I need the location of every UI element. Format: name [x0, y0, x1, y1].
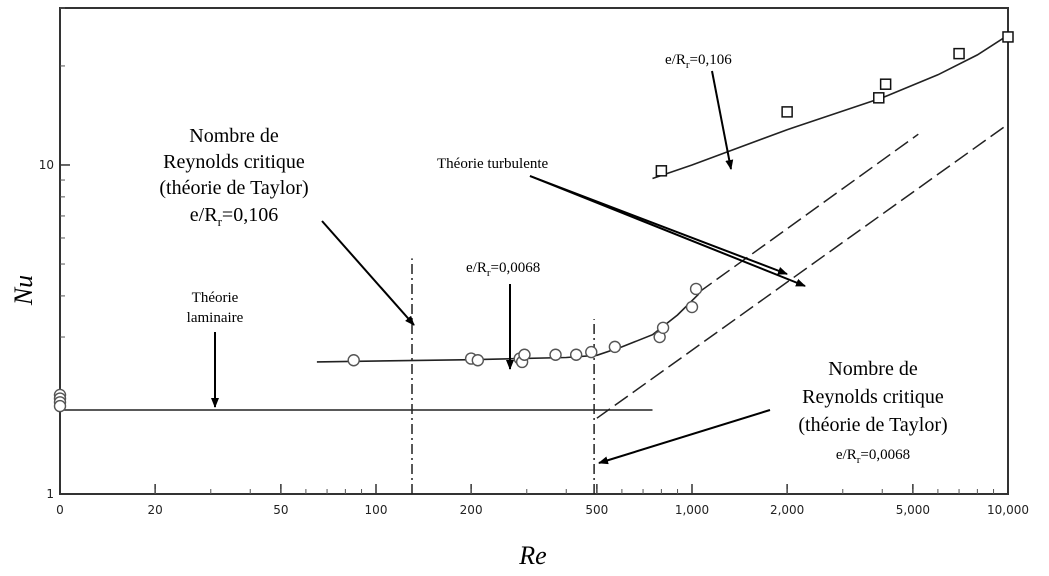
data-point-circle [685, 300, 699, 314]
x-tick-label: 200 [460, 503, 483, 517]
data-point-circle [53, 399, 67, 413]
data-point-circle [549, 348, 562, 361]
critique-top-line-1: Nombre de [189, 125, 279, 147]
data-point-circle [585, 345, 598, 359]
data-point-circle [347, 354, 360, 367]
x-tick-label: 5,000 [896, 503, 930, 517]
arrow-critique-bottom [598, 409, 771, 465]
x-axis-title: Re [518, 541, 546, 570]
data-point-circle [608, 340, 622, 354]
ratio-label-top-right: e/Rr=0,106 [665, 52, 732, 71]
data-point-circle [569, 348, 583, 361]
critique-bottom-line-1: Nombre de [828, 358, 918, 380]
curve-turbulente-1 [698, 133, 919, 294]
y-axis-title: Nu [9, 275, 38, 306]
critique-bottom-line-3: (théorie de Taylor) [798, 414, 947, 436]
ratio-prefix: e/R [466, 260, 487, 276]
ratio-prefix: e/R [836, 447, 857, 463]
curve-fit-e-0.0068 [316, 293, 700, 363]
plot-frame [59, 7, 1009, 495]
x-tick-label: 2,000 [770, 503, 804, 517]
ratio-value: =0,106 [690, 52, 733, 68]
ratio-subscript: r [686, 59, 690, 71]
ratio-subscript: r [857, 454, 861, 466]
ratio-subscript: r [218, 214, 223, 229]
critique-top-ratio: e/Rr=0,106 [190, 204, 278, 229]
tick-layer: 0 20 50 100 200 500 1,000 2,000 5,000 10,000 1 10 [39, 7, 1029, 517]
critique-bottom-ratio: e/Rr=0,0068 [836, 447, 910, 466]
y-tick-label: 10 [39, 158, 54, 172]
data-point-square [879, 78, 892, 90]
data-point-square [1002, 31, 1014, 43]
laminaire-label-line-2: laminaire [187, 310, 244, 326]
ratio-subscript: r [487, 267, 491, 279]
arrow-ratio-top-right [711, 70, 734, 170]
data-point-square [655, 165, 668, 177]
x-tick-label: 10,000 [987, 503, 1029, 517]
laminaire-label-line-1: Théorie [192, 290, 239, 306]
ratio-label-mid: e/Rr=0,0068 [466, 260, 540, 279]
x-tick-label: 0 [56, 503, 64, 517]
ratio-value: =0,106 [222, 204, 278, 226]
data-point-square [953, 47, 965, 60]
data-point-square [873, 92, 885, 104]
x-tick-label: 100 [365, 503, 388, 517]
arrow-critique-top [321, 220, 415, 326]
x-tick-label: 20 [147, 503, 162, 517]
data-point-circle [689, 282, 703, 296]
critique-bottom-line-2: Reynolds critique [802, 386, 944, 408]
point-layer [53, 31, 1014, 413]
ratio-prefix: e/R [190, 204, 218, 226]
data-point-square [781, 106, 793, 118]
ratio-prefix: e/R [665, 52, 686, 68]
curve-turbulente-2 [596, 123, 1009, 419]
x-tick-label: 1,000 [675, 503, 709, 517]
x-tick-label: 50 [273, 503, 288, 517]
ratio-value: =0,0068 [491, 260, 541, 276]
ratio-value: =0,0068 [860, 447, 910, 463]
arrow-turbulente-2 [529, 175, 806, 287]
critique-top-line-2: Reynolds critique [163, 151, 305, 173]
y-tick-label: 1 [46, 487, 54, 501]
turbulente-label: Théorie turbulente [437, 156, 549, 172]
x-tick-label: 500 [585, 503, 608, 517]
data-point-circle [518, 348, 531, 361]
data-point-circle [656, 321, 670, 334]
critique-top-line-3: (théorie de Taylor) [159, 177, 308, 199]
data-point-circle [471, 354, 485, 367]
